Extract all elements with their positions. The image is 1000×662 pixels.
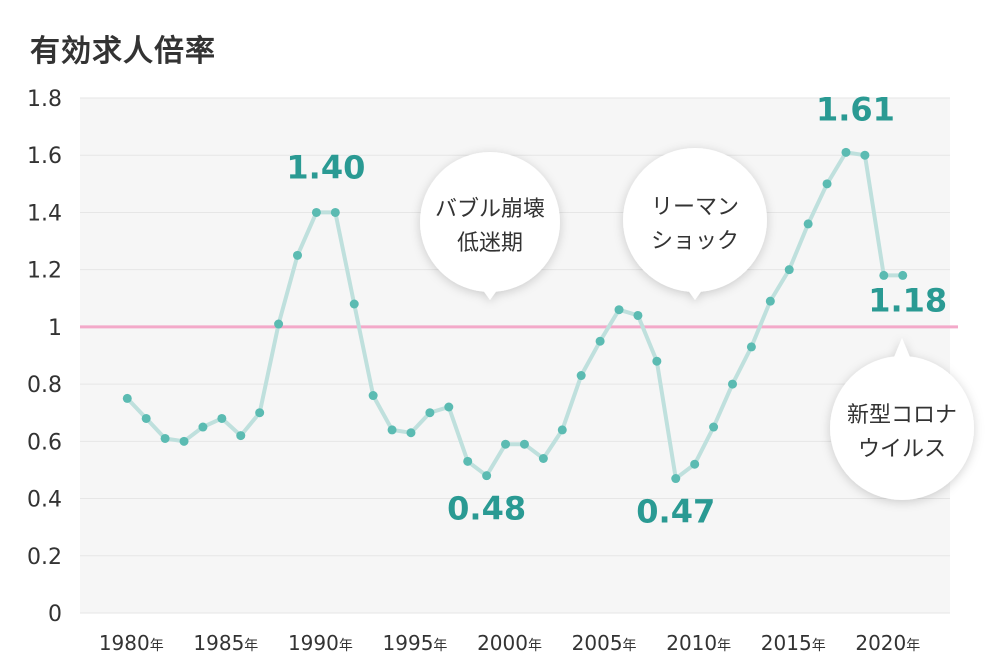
annotation-text: 低迷期	[457, 231, 523, 256]
annotation-text: 新型コロナ	[847, 403, 957, 428]
data-point	[519, 439, 529, 449]
annotation-text: ウイルス	[858, 437, 946, 462]
data-point	[141, 413, 151, 423]
data-point	[330, 207, 340, 217]
data-point	[879, 270, 889, 280]
data-point	[652, 356, 662, 366]
data-point	[368, 391, 378, 401]
data-point	[482, 471, 492, 481]
data-point	[349, 299, 359, 309]
data-point	[841, 147, 851, 157]
data-point	[557, 425, 567, 435]
value-label: 0.47	[636, 493, 715, 531]
y-tick-label: 1.8	[27, 87, 62, 112]
x-tick-label: 1980年	[99, 631, 164, 655]
data-point	[311, 207, 321, 217]
y-tick-label: 1.4	[27, 201, 62, 226]
y-tick-label: 0	[48, 602, 62, 627]
data-point	[160, 433, 170, 443]
data-point	[803, 219, 813, 229]
x-tick-label: 2015年	[761, 631, 826, 655]
data-point	[690, 459, 700, 469]
data-point	[198, 422, 208, 432]
series-line	[125, 150, 905, 481]
annotation-bubble	[830, 338, 974, 500]
y-tick-label: 1.6	[27, 144, 62, 169]
data-point	[671, 474, 681, 484]
x-tick-label: 2010年	[666, 631, 731, 655]
data-point	[387, 425, 397, 435]
y-tick-label: 0.6	[27, 430, 62, 455]
y-tick-label: 0.2	[27, 545, 62, 570]
value-label: 1.61	[816, 90, 895, 128]
annotation-text: バブル崩壊	[435, 197, 545, 222]
data-point	[709, 422, 719, 432]
value-label: 0.48	[447, 490, 526, 528]
data-point	[179, 436, 189, 446]
data-point	[406, 428, 416, 438]
y-tick-label: 1	[48, 316, 62, 341]
data-point	[784, 265, 794, 275]
x-tick-label: 2000年	[477, 631, 542, 655]
data-point	[898, 270, 908, 280]
data-point	[614, 305, 624, 315]
data-point	[122, 393, 132, 403]
data-point	[576, 371, 586, 381]
data-point	[501, 439, 511, 449]
data-point	[217, 413, 227, 423]
x-tick-label: 2005年	[572, 631, 637, 655]
data-point	[293, 250, 302, 260]
x-tick-label: 2020年	[855, 631, 920, 655]
x-tick-label: 1995年	[383, 631, 448, 655]
data-point	[274, 319, 284, 329]
chart-title: 有効求人倍率	[30, 34, 216, 69]
data-point	[463, 456, 473, 466]
data-point	[425, 408, 435, 418]
data-point	[595, 336, 605, 346]
data-point	[746, 342, 756, 352]
x-tick-label: 1990年	[288, 631, 353, 655]
data-point	[728, 379, 737, 389]
value-label: 1.40	[286, 148, 365, 186]
data-point	[765, 296, 775, 306]
annotation-text: リーマン	[651, 195, 739, 220]
y-tick-label: 1.2	[27, 259, 62, 284]
data-point	[255, 408, 265, 418]
data-point	[538, 454, 548, 463]
annotation-text: ショック	[651, 229, 739, 254]
data-point	[444, 402, 454, 412]
data-point	[860, 150, 870, 160]
y-tick-label: 0.4	[27, 488, 62, 513]
annotation-bubble	[420, 152, 560, 300]
x-tick-label: 1985年	[193, 631, 258, 655]
data-point	[236, 431, 246, 441]
y-tick-label: 0.8	[27, 373, 62, 398]
data-point	[822, 179, 832, 189]
data-point	[633, 310, 643, 320]
annotation-bubble	[623, 148, 767, 300]
value-label: 1.18	[868, 281, 947, 319]
